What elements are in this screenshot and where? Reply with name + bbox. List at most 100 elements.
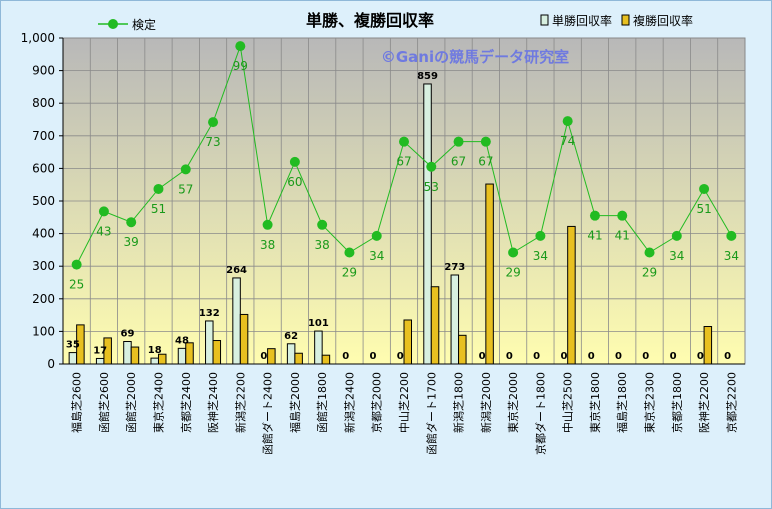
kentei-value-label: 34 bbox=[369, 249, 384, 263]
kentei-value-label: 25 bbox=[69, 278, 84, 292]
kentei-value-label: 38 bbox=[260, 238, 275, 252]
tansho-value-label: 132 bbox=[199, 308, 220, 319]
y-tick-label: 700 bbox=[32, 129, 55, 143]
tansho-bar bbox=[286, 343, 296, 365]
x-tick-label: 東京芝2400 bbox=[151, 372, 165, 433]
chart-title: 単勝、複勝回収率 bbox=[306, 11, 434, 30]
kentei-point bbox=[589, 210, 600, 221]
kentei-value-label: 34 bbox=[533, 249, 548, 263]
kentei-point bbox=[399, 136, 409, 147]
x-tick-label: 函館芝2600 bbox=[97, 372, 111, 433]
tansho-value-label: 48 bbox=[175, 335, 189, 346]
legend-fukusho-swatch bbox=[621, 14, 630, 26]
tansho-value-label: 0 bbox=[724, 351, 731, 362]
kentei-point bbox=[644, 247, 655, 258]
x-tick-label: 函館ダート1700 bbox=[424, 372, 438, 455]
kentei-value-label: 74 bbox=[560, 134, 575, 148]
kentei-point bbox=[262, 219, 273, 230]
x-tick-label: 東京芝1800 bbox=[588, 372, 602, 433]
tansho-labels: 35 17 69 18 48 132 264 0 62 101 0 0 0 859 273 0 0 0 0 0 0 0 0 0… bbox=[66, 71, 731, 362]
x-tick-label: 新潟芝2400 bbox=[342, 372, 356, 433]
x-tick-label: 京都芝2400 bbox=[179, 372, 193, 433]
legend-tansho-swatch bbox=[540, 14, 549, 26]
tansho-value-label: 62 bbox=[284, 331, 298, 342]
kentei-point bbox=[71, 259, 82, 270]
fukusho-bar bbox=[267, 348, 276, 365]
fukusho-bar bbox=[485, 183, 494, 365]
tansho-value-label: 0 bbox=[642, 351, 649, 362]
tansho-value-label: 0 bbox=[369, 351, 376, 362]
tansho-value-label: 18 bbox=[148, 345, 162, 356]
tansho-bar bbox=[232, 277, 241, 365]
kentei-point bbox=[535, 230, 546, 241]
kentei-value-label: 29 bbox=[505, 266, 520, 280]
tansho-value-label: 0 bbox=[479, 351, 486, 362]
x-tick-label: 阪神芝2400 bbox=[206, 372, 220, 433]
tansho-bar bbox=[95, 357, 105, 365]
x-tick-label: 新潟芝1800 bbox=[452, 372, 466, 433]
tansho-bars bbox=[68, 83, 460, 365]
y-tick-label: 100 bbox=[32, 324, 55, 338]
y-tick-label: 400 bbox=[32, 227, 55, 241]
x-tick-label: 京都芝2200 bbox=[724, 372, 738, 433]
y-axis-ticks: 0 100 200 300 400 500 600 700 800 900 1,000 bbox=[21, 31, 55, 371]
tansho-value-label: 69 bbox=[120, 329, 134, 340]
tansho-value-label: 0 bbox=[260, 351, 267, 362]
kentei-value-label: 38 bbox=[315, 238, 330, 252]
fukusho-bar bbox=[239, 313, 249, 365]
fukusho-bar bbox=[185, 342, 194, 365]
tansho-bar bbox=[314, 330, 323, 365]
x-tick-label: 中山芝2500 bbox=[562, 372, 575, 433]
tansho-value-label: 273 bbox=[444, 262, 465, 273]
kentei-value-label: 41 bbox=[587, 229, 602, 243]
kentei-value-label: 67 bbox=[451, 155, 466, 169]
y-tick-label: 0 bbox=[47, 357, 55, 371]
kentei-point bbox=[344, 247, 355, 258]
kentei-point bbox=[726, 230, 737, 241]
x-tick-label: 新潟芝2000 bbox=[479, 372, 493, 433]
fukusho-bar bbox=[430, 286, 440, 365]
legend-kentei-label: 検定 bbox=[132, 17, 156, 32]
kentei-point bbox=[699, 183, 710, 194]
tansho-bar bbox=[177, 347, 187, 365]
tansho-value-label: 0 bbox=[533, 351, 540, 362]
kentei-point bbox=[153, 183, 164, 194]
kentei-value-label: 67 bbox=[396, 155, 411, 169]
fukusho-bar bbox=[212, 340, 222, 365]
kentei-line: 25 43 39 51 57 73 99 38 60 38 29 34 67 53 67 67 29 34 74 41… bbox=[69, 41, 739, 292]
kentei-value-label: 51 bbox=[696, 202, 711, 216]
y-tick-label: 900 bbox=[32, 64, 55, 78]
x-tick-label: 福島芝2600 bbox=[70, 372, 84, 433]
tansho-value-label: 0 bbox=[560, 351, 567, 362]
x-tick-label: 福島芝1800 bbox=[615, 372, 629, 433]
x-tick-label: 東京芝2300 bbox=[643, 372, 657, 433]
kentei-point bbox=[426, 161, 437, 172]
kentei-point bbox=[98, 206, 109, 217]
x-tick-label: 新潟芝2200 bbox=[233, 372, 247, 433]
legend-kentei-marker bbox=[108, 19, 118, 29]
tansho-value-label: 0 bbox=[506, 351, 513, 362]
tansho-bar bbox=[150, 357, 159, 365]
kentei-point bbox=[208, 117, 219, 128]
tansho-bar bbox=[68, 352, 78, 365]
x-tick-label: 函館ダート2400 bbox=[261, 372, 275, 455]
tansho-value-label: 0 bbox=[697, 351, 704, 362]
kentei-value-label: 53 bbox=[424, 180, 439, 194]
tansho-bar bbox=[450, 274, 460, 365]
kentei-value-label: 73 bbox=[205, 135, 220, 149]
kentei-point bbox=[617, 210, 628, 221]
kentei-point bbox=[480, 136, 491, 147]
y-tick-label: 1,000 bbox=[21, 31, 55, 45]
x-tick-label: 京都芝1800 bbox=[670, 372, 684, 433]
kentei-point bbox=[371, 230, 382, 241]
kentei-point bbox=[235, 41, 246, 52]
y-tick-label: 200 bbox=[32, 292, 55, 306]
kentei-point bbox=[508, 247, 519, 258]
kentei-value-label: 67 bbox=[478, 155, 493, 169]
tansho-value-label: 859 bbox=[417, 71, 438, 82]
tansho-value-label: 0 bbox=[342, 351, 349, 362]
tansho-value-label: 264 bbox=[226, 265, 247, 276]
x-tick-label: 福島芝2000 bbox=[288, 372, 302, 433]
kentei-point bbox=[289, 156, 300, 167]
